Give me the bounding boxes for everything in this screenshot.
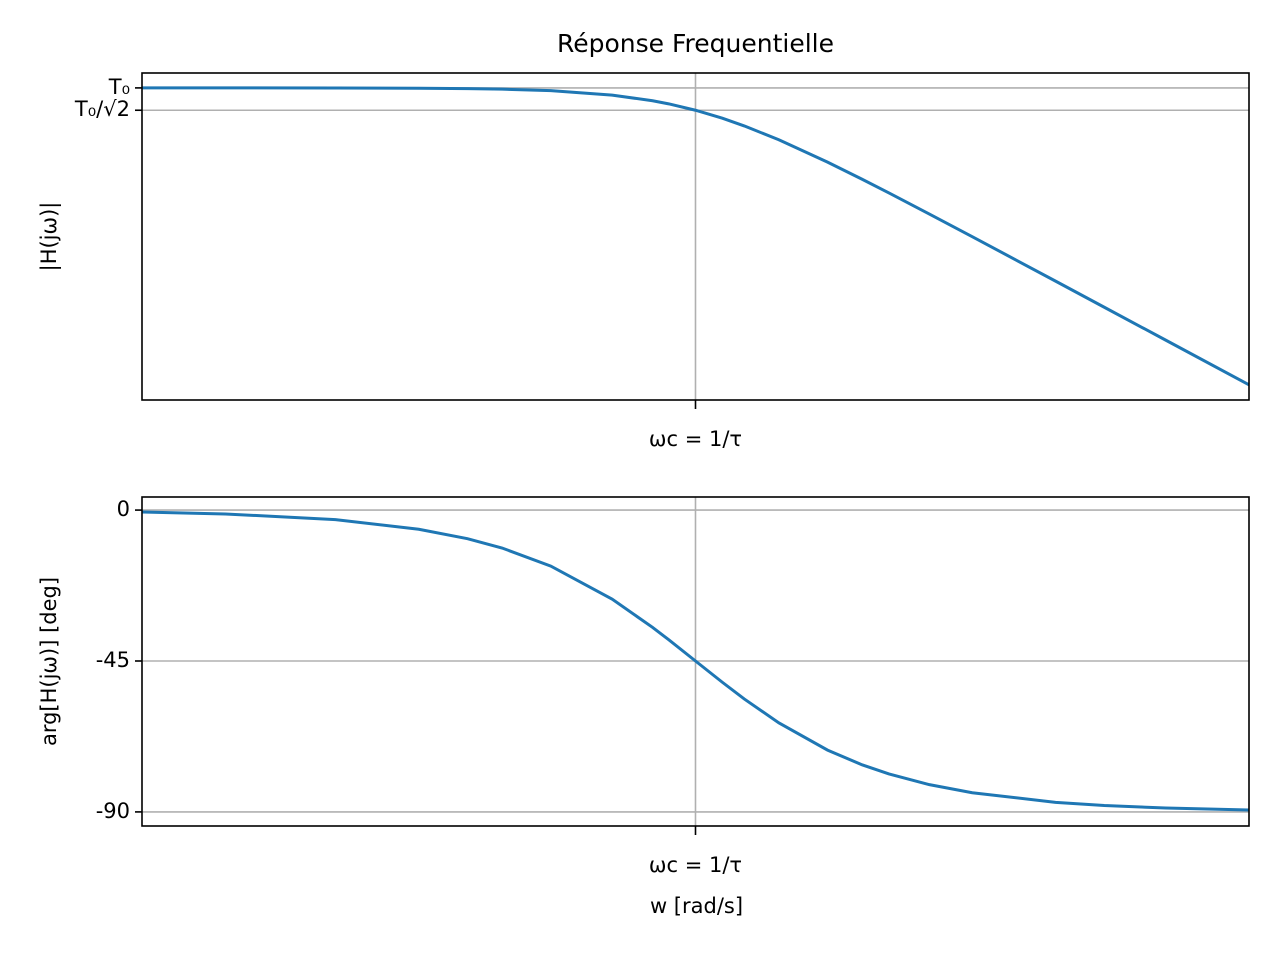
y-axis-label: |H(jω)|	[37, 202, 62, 272]
y-tick-label: -90	[96, 799, 130, 823]
y-tick-label: 0	[117, 497, 130, 521]
x-tick-label: ωc = 1/τ	[649, 853, 742, 877]
x-axis-label: w [rad/s]	[650, 894, 743, 918]
plot-frame	[141, 72, 1250, 401]
x-tick-label: ωc = 1/τ	[649, 427, 742, 451]
y-tick-label: T₀	[108, 75, 130, 99]
line-series	[141, 86, 1250, 387]
y-axis-label: arg[H(jω)] [deg]	[37, 577, 61, 746]
y-tick-label: -45	[96, 648, 130, 672]
y-tick-label: T₀/√2	[74, 97, 130, 121]
line-series	[141, 510, 1250, 812]
chart-title: Réponse Frequentielle	[557, 29, 834, 58]
plot-frame	[141, 496, 1250, 827]
